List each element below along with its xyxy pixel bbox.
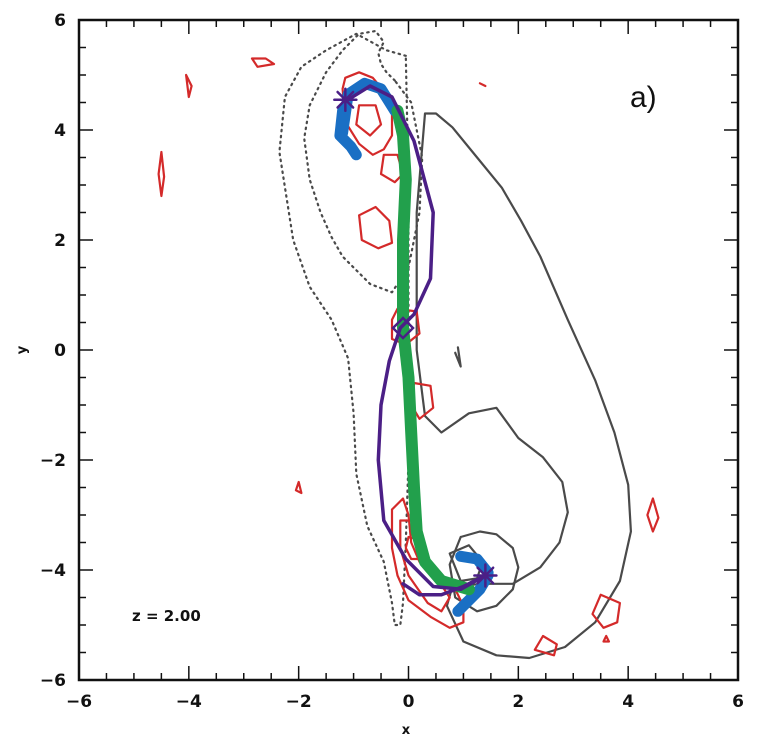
purple-orbit	[401, 573, 488, 597]
red-contour	[379, 153, 405, 184]
contour-layer	[157, 29, 660, 660]
diamond-marker	[391, 316, 415, 340]
red-contour	[478, 82, 487, 88]
x-tick-label: −6	[66, 692, 92, 712]
x-tick-labels: −6 −4 −2 0 2 4 6	[66, 692, 744, 712]
gray-contour	[454, 346, 462, 368]
red-contour	[591, 593, 622, 629]
marker-layer	[333, 87, 498, 588]
red-contour	[533, 634, 558, 657]
x-tick-label: −4	[176, 692, 202, 712]
x-tick-label: −2	[286, 692, 312, 712]
y-tick-label: 2	[54, 231, 66, 251]
x-tick-label: 6	[732, 692, 744, 712]
red-contour	[646, 497, 660, 533]
asterisk-marker	[473, 563, 498, 588]
redshift-annotation: z = 2.00	[132, 607, 201, 625]
y-tick-label: 0	[54, 341, 66, 361]
y-tick-label: −4	[40, 561, 66, 581]
red-contour	[250, 57, 276, 68]
blue-track	[455, 550, 494, 579]
red-contour	[157, 150, 166, 198]
purple-orbit	[346, 84, 488, 592]
y-tick-label: 6	[54, 11, 66, 31]
dotted-contour	[303, 29, 424, 294]
red-contour	[185, 73, 193, 99]
gray-contour	[415, 112, 633, 660]
y-tick-label: 4	[54, 121, 66, 141]
y-axis-label: y	[15, 345, 30, 354]
panel-label: a)	[630, 81, 657, 114]
x-axis-label: x	[402, 723, 411, 738]
x-tick-label: 2	[512, 692, 524, 712]
red-contour	[355, 104, 383, 137]
red-contour	[358, 205, 394, 250]
green-track	[391, 104, 475, 596]
red-contour	[294, 480, 303, 495]
red-contour	[602, 634, 611, 643]
y-tick-label: −2	[40, 451, 66, 471]
x-tick-label: 0	[403, 692, 415, 712]
asterisk-marker	[333, 87, 358, 112]
blue-track	[334, 105, 362, 161]
x-tick-label: 4	[622, 692, 634, 712]
dotted-contour	[278, 32, 410, 627]
blue-track	[452, 570, 494, 617]
red-contour	[341, 71, 394, 156]
blue-track	[337, 77, 401, 139]
y-tick-labels: −6 −4 −2 0 2 4 6	[40, 11, 66, 691]
tick-layer	[78, 19, 739, 681]
y-tick-label: −6	[40, 671, 66, 691]
